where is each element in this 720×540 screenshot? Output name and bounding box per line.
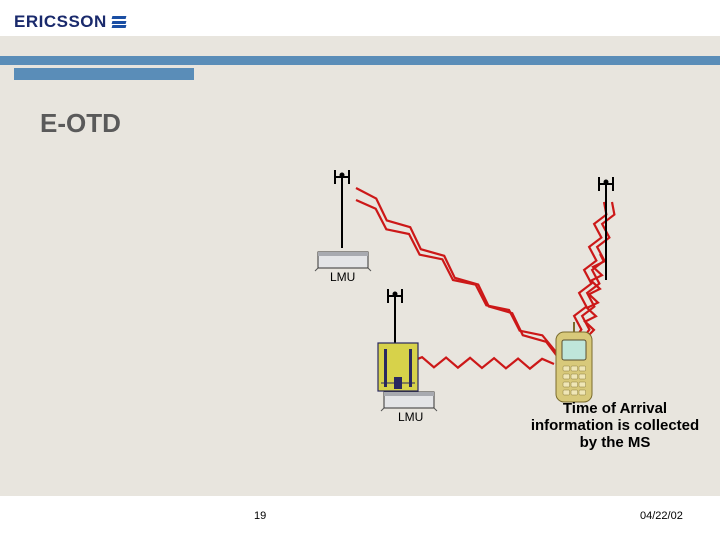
brand-bars-icon xyxy=(112,15,126,30)
header-rule xyxy=(0,56,720,65)
page-number: 19 xyxy=(254,510,266,522)
brand-name: ERICSSON xyxy=(14,12,107,32)
date-text: 04/22/02 xyxy=(640,510,683,522)
lmu-label-2: LMU xyxy=(398,410,423,424)
accent-block xyxy=(14,68,194,80)
caption-text: Time of Arrival information is collected… xyxy=(530,400,700,451)
slide: ERICSSON E-OTD LMU LMU Time of Arrival i… xyxy=(0,0,720,540)
page-title: E-OTD xyxy=(40,108,121,139)
lmu-label-1: LMU xyxy=(330,270,355,284)
brand-logo: ERICSSON xyxy=(14,12,126,32)
